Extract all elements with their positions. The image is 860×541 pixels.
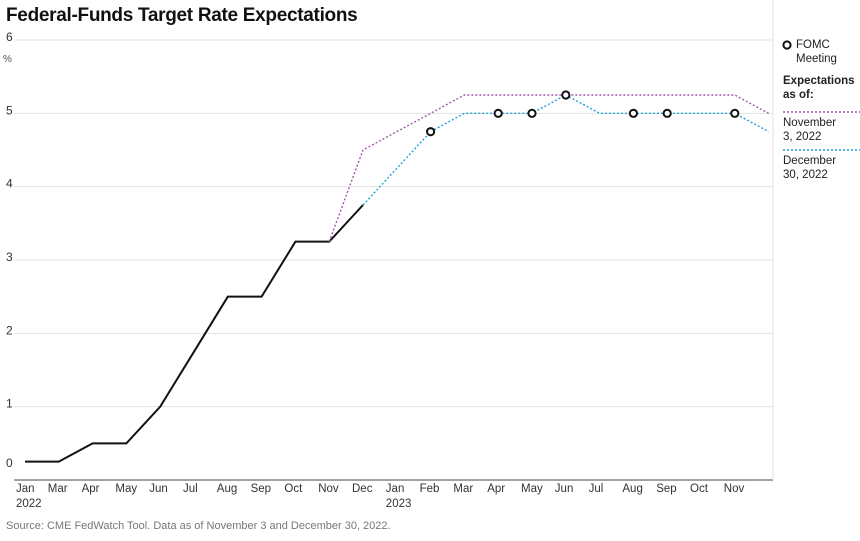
x-tick-label: Oct (284, 483, 303, 495)
fomc-marker (730, 108, 740, 118)
x-tick-label: Apr (81, 483, 100, 495)
x-tick-label: Jan 2023 (385, 483, 412, 510)
legend-marker (782, 40, 792, 50)
x-tick-label: Mar (47, 483, 68, 495)
x-tick-label: Apr (487, 483, 506, 495)
x-tick-label: Oct (690, 483, 708, 495)
x-tick-label: Feb (419, 483, 440, 495)
x-tick-label: Aug (622, 483, 643, 495)
y-tick-label: 1 (6, 397, 13, 411)
fomc-marker (493, 108, 503, 118)
x-tick-label: Jul (183, 483, 198, 495)
legend-label: December 30, 2022 (783, 155, 837, 181)
x-tick-label: Jan 2022 (16, 483, 42, 510)
y-tick-label: 2 (6, 323, 13, 337)
series-line (25, 204, 364, 463)
x-tick-label: May (115, 483, 138, 495)
x-tick-label: Mar (453, 483, 474, 495)
x-tick-label: Sep (250, 483, 272, 495)
x-tick-label: May (521, 483, 543, 495)
chart-title: Federal-Funds Target Rate Expectations (6, 5, 358, 26)
source-note: Source: CME FedWatch Tool. Data as of No… (6, 520, 391, 532)
y-tick-label: 3 (6, 250, 13, 264)
y-tick-label: 6 (6, 30, 13, 44)
x-tick-label: Jul (588, 483, 604, 495)
x-tick-label: Jun (149, 483, 168, 495)
x-tick-label: Nov (723, 483, 745, 495)
x-tick-label: Sep (656, 483, 677, 495)
y-unit: % (3, 54, 12, 65)
legend-label: FOMC Meeting (796, 39, 837, 65)
y-tick-label: 5 (6, 103, 13, 117)
y-tick-label: 4 (6, 177, 13, 191)
fomc-marker (561, 90, 571, 100)
y-tick-label: 0 (6, 456, 13, 470)
x-tick-label: Nov (318, 483, 339, 495)
fomc-marker (426, 127, 436, 137)
fomc-marker (527, 108, 537, 118)
x-tick-label: Dec (352, 483, 373, 495)
series-line (362, 94, 769, 206)
x-tick-label: Jun (554, 483, 574, 495)
fomc-marker (628, 108, 639, 118)
x-tick-label: Aug (216, 483, 238, 495)
fomc-marker (662, 108, 672, 118)
legend-title: Expectations as of: (783, 75, 855, 101)
legend-label: November 3, 2022 (783, 117, 837, 143)
series-line (328, 94, 769, 242)
